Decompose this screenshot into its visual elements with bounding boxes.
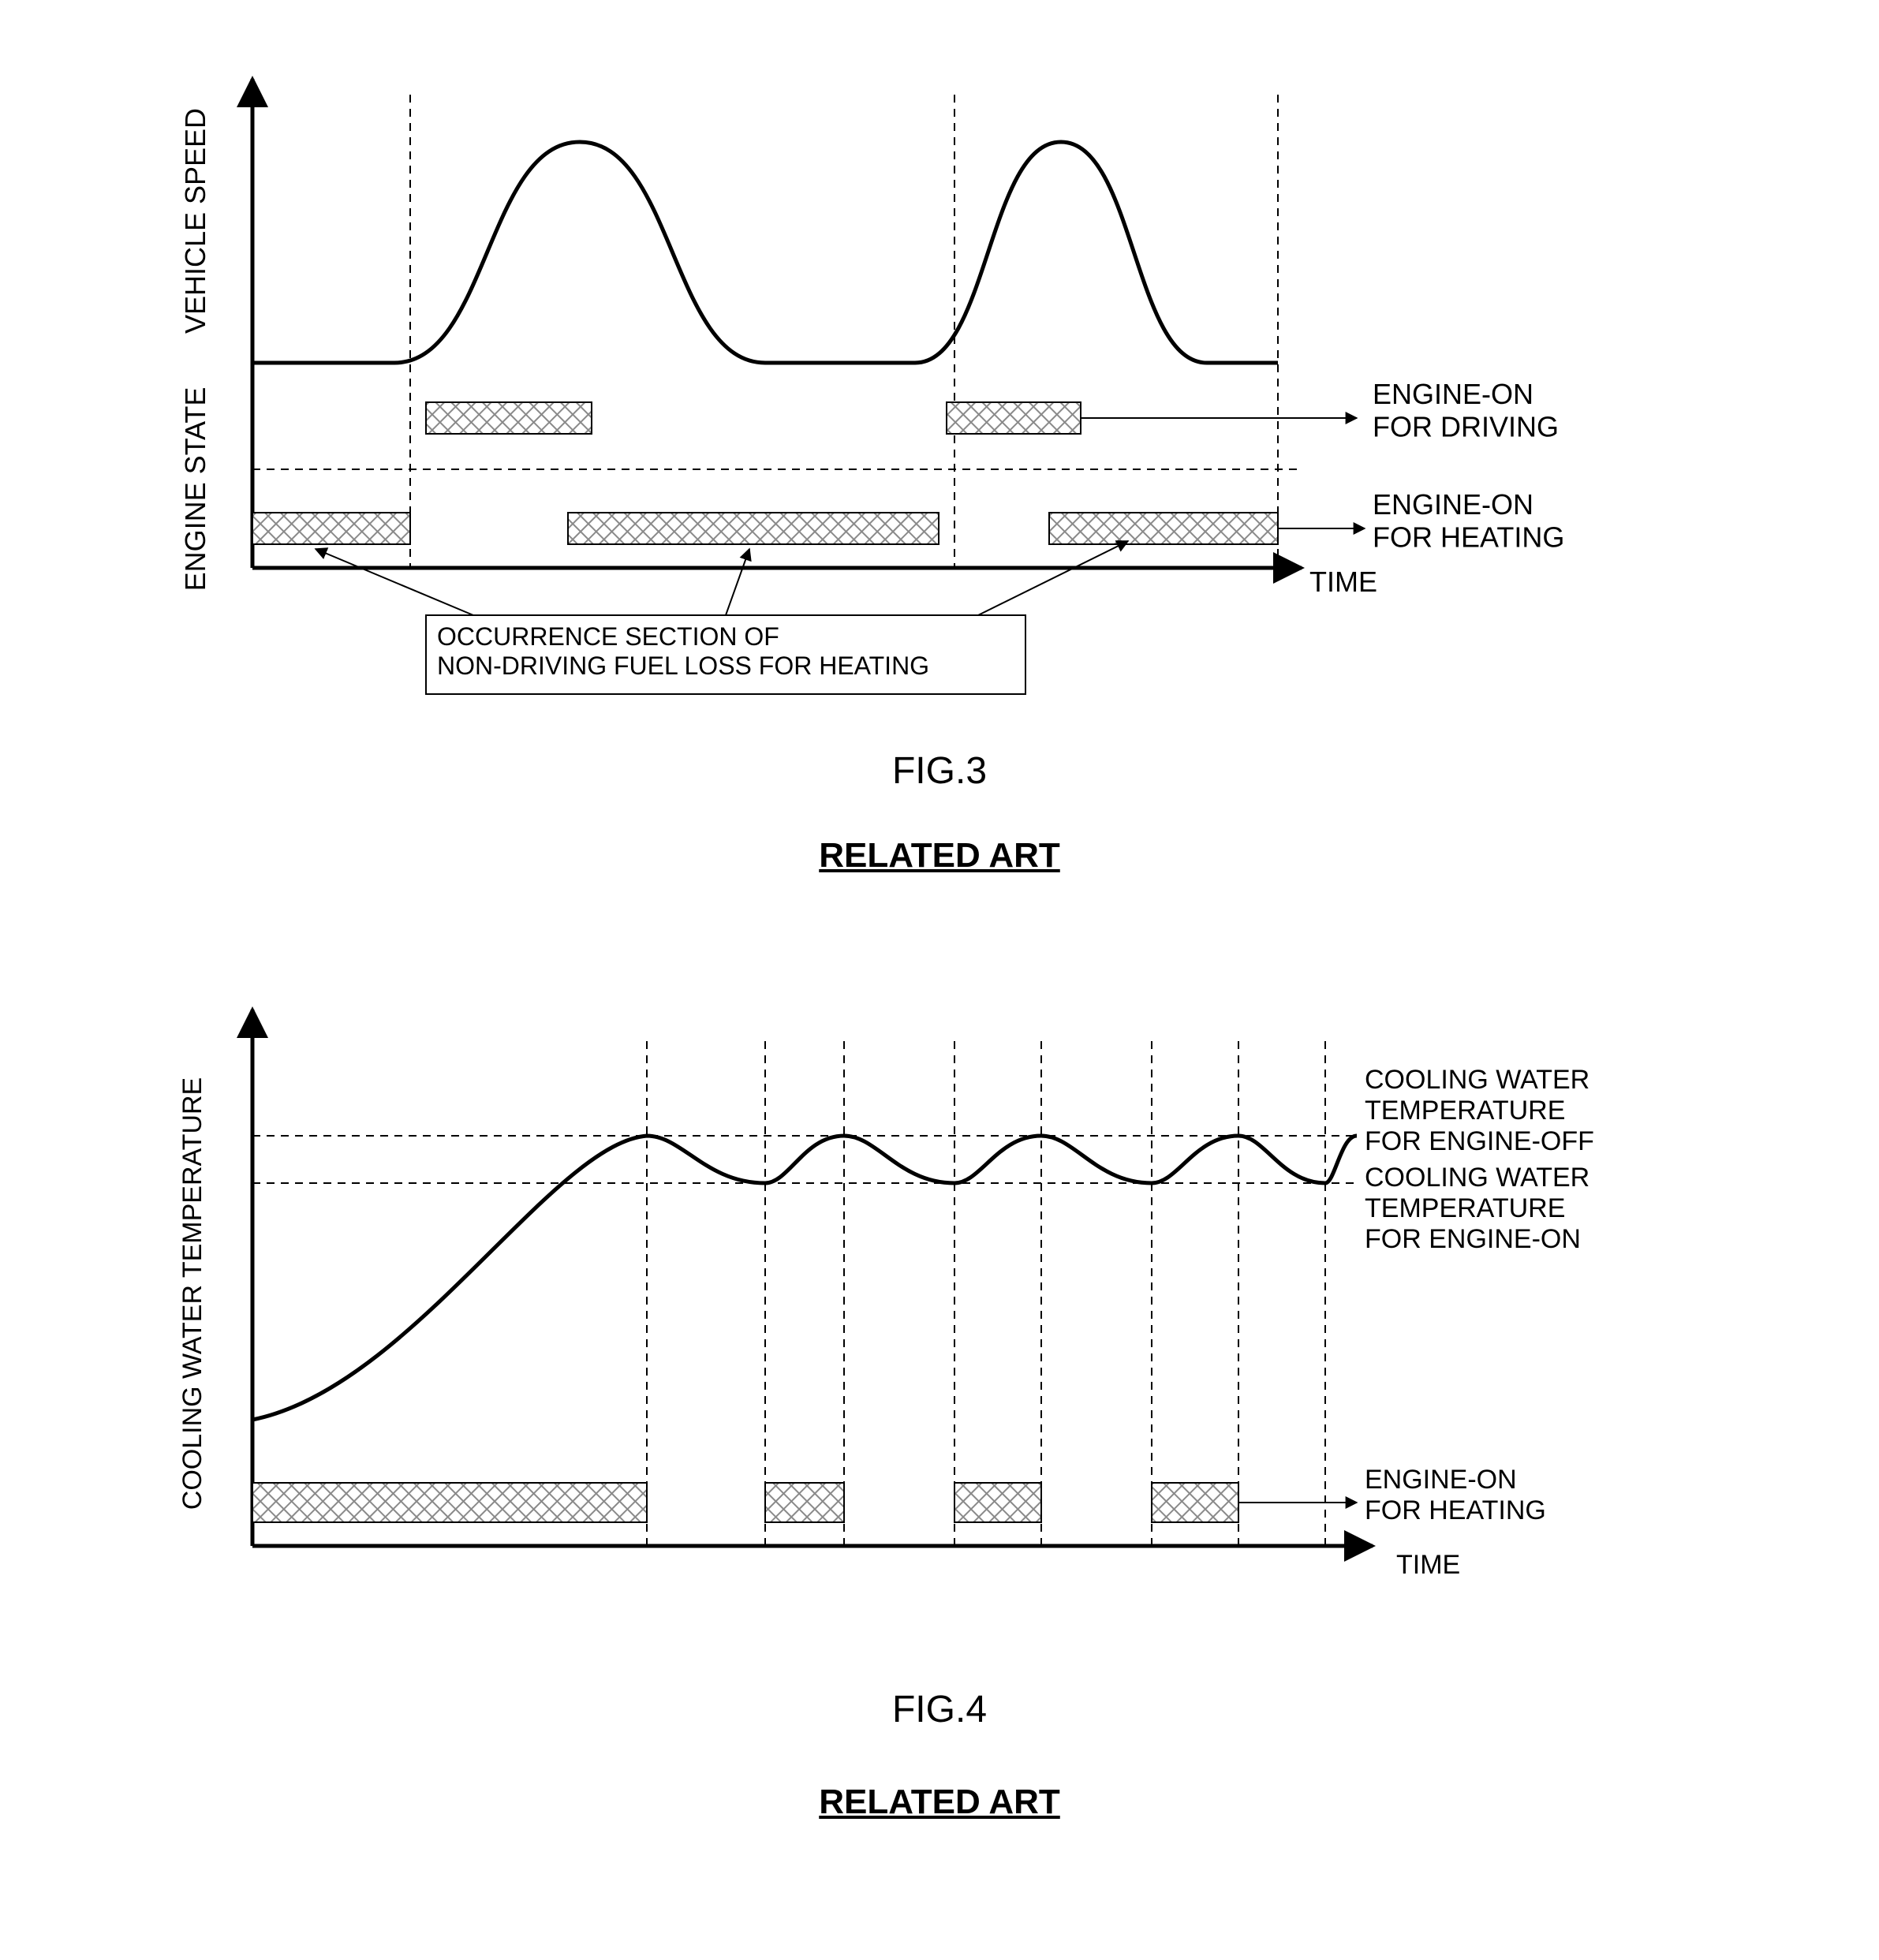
fig3-related-art: RELATED ART xyxy=(0,836,1879,875)
fig3-container: ENGINE-ONFOR DRIVING ENGINE-ONFOR HEATING… xyxy=(0,63,1879,718)
svg-text:ENGINE-ONFOR HEATING: ENGINE-ONFOR HEATING xyxy=(1365,1465,1546,1525)
fig4-related-art: RELATED ART xyxy=(0,1783,1879,1822)
svg-text:ENGINE-ONFOR DRIVING: ENGINE-ONFOR DRIVING xyxy=(1373,378,1559,442)
fig4-caption: FIG.4 xyxy=(0,1688,1879,1731)
svg-text:ENGINE-ONFOR HEATING: ENGINE-ONFOR HEATING xyxy=(1373,488,1564,553)
svg-text:COOLING WATERTEMPERATUREFOR EN: COOLING WATERTEMPERATUREFOR ENGINE-ON xyxy=(1365,1163,1589,1254)
fig3-caption: FIG.3 xyxy=(0,749,1879,793)
fig4-container: COOLING WATERTEMPERATUREFOR ENGINE-OFFCO… xyxy=(0,994,1879,1641)
page: ENGINE-ONFOR DRIVING ENGINE-ONFOR HEATING… xyxy=(0,0,1879,1960)
svg-text:COOLING WATER TEMPERATURE: COOLING WATER TEMPERATURE xyxy=(177,1077,207,1510)
svg-text:ENGINE STATE: ENGINE STATE xyxy=(179,387,211,592)
svg-text:COOLING WATERTEMPERATUREFOR EN: COOLING WATERTEMPERATUREFOR ENGINE-OFF xyxy=(1365,1065,1594,1156)
fig4-chart: COOLING WATERTEMPERATUREFOR ENGINE-OFFCO… xyxy=(158,994,1775,1641)
svg-text:VEHICLE SPEED: VEHICLE SPEED xyxy=(179,108,211,334)
svg-text:TIME: TIME xyxy=(1396,1550,1460,1580)
svg-text:TIME: TIME xyxy=(1309,566,1377,598)
fig3-chart: ENGINE-ONFOR DRIVING ENGINE-ONFOR HEATING… xyxy=(158,63,1775,718)
